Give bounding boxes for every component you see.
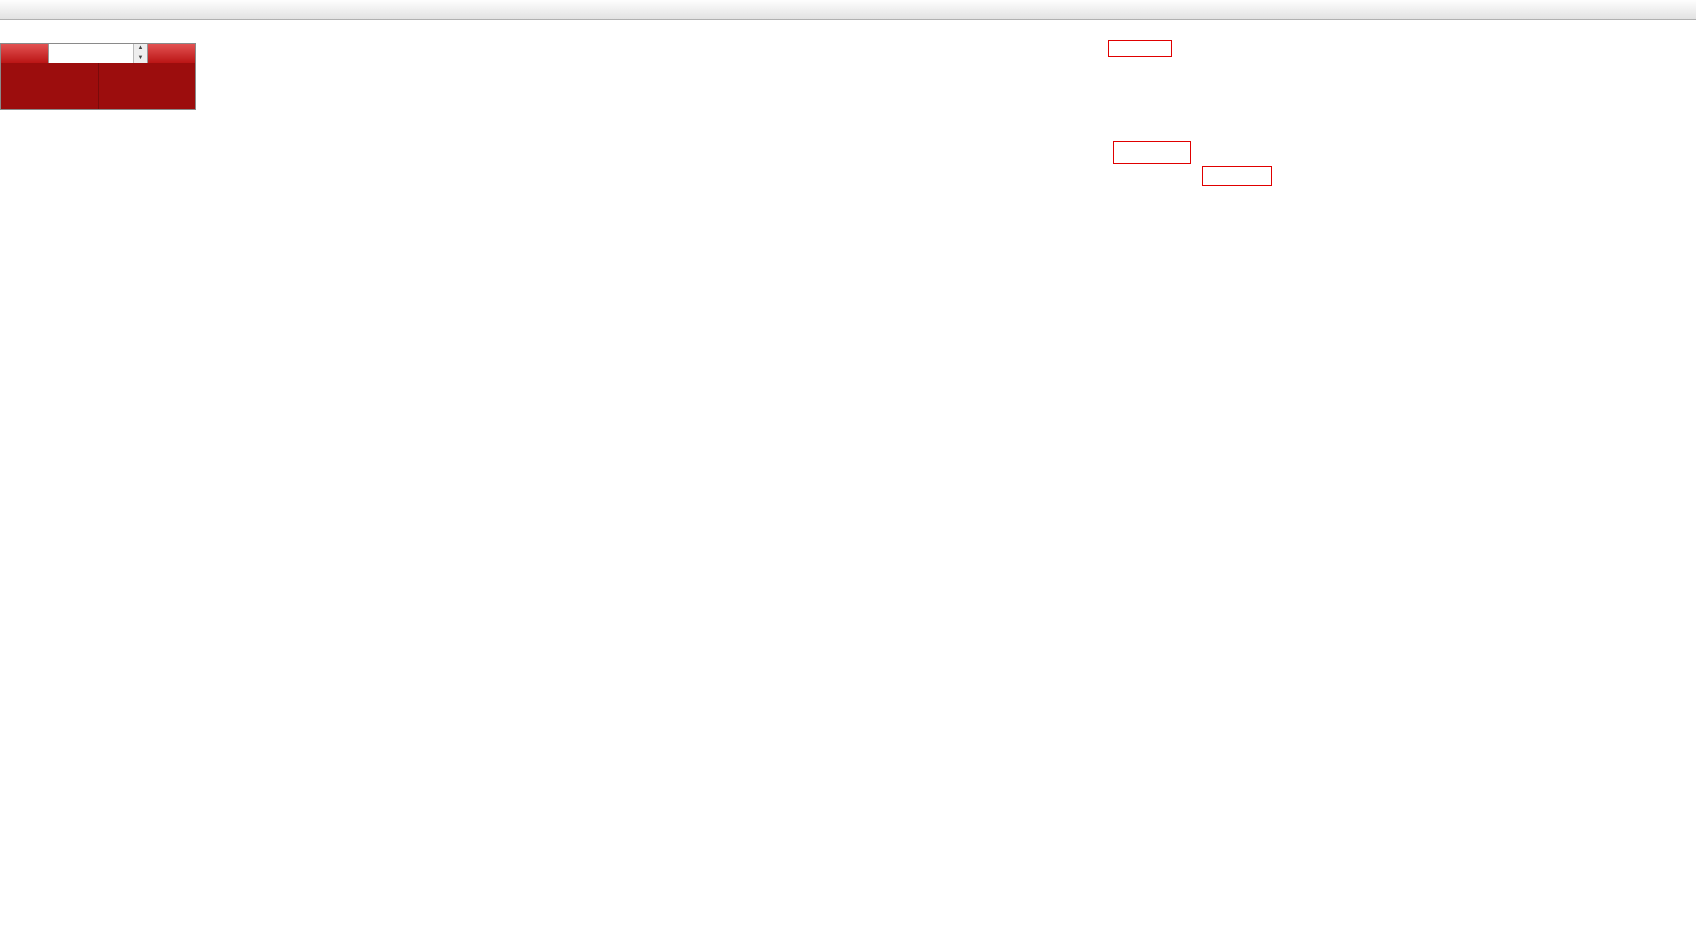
trade-panel-top-row: ▲ ▼ [1, 44, 195, 63]
sell-button[interactable] [1, 44, 48, 63]
volume-down-button[interactable]: ▼ [134, 53, 147, 63]
time-axis[interactable] [0, 927, 1643, 945]
toolbar [0, 0, 1696, 20]
trade-panel-prices [1, 63, 195, 109]
panel-divider[interactable] [0, 537, 1643, 541]
low-price-annotation[interactable] [1202, 166, 1272, 186]
one-click-trading-panel: ▲ ▼ [0, 43, 196, 110]
buy-button[interactable] [148, 44, 195, 63]
level-price-annotation[interactable] [1113, 141, 1191, 164]
sell-price[interactable] [1, 63, 99, 109]
price-axis[interactable] [1644, 20, 1696, 926]
volume-stepper: ▲ ▼ [133, 44, 147, 63]
volume-up-button[interactable]: ▲ [134, 44, 147, 54]
panel-divider[interactable] [0, 693, 1643, 697]
volume-input[interactable] [49, 44, 133, 63]
peak-price-annotation[interactable] [1108, 40, 1172, 57]
buy-price[interactable] [99, 63, 196, 109]
volume-field: ▲ ▼ [48, 44, 148, 63]
